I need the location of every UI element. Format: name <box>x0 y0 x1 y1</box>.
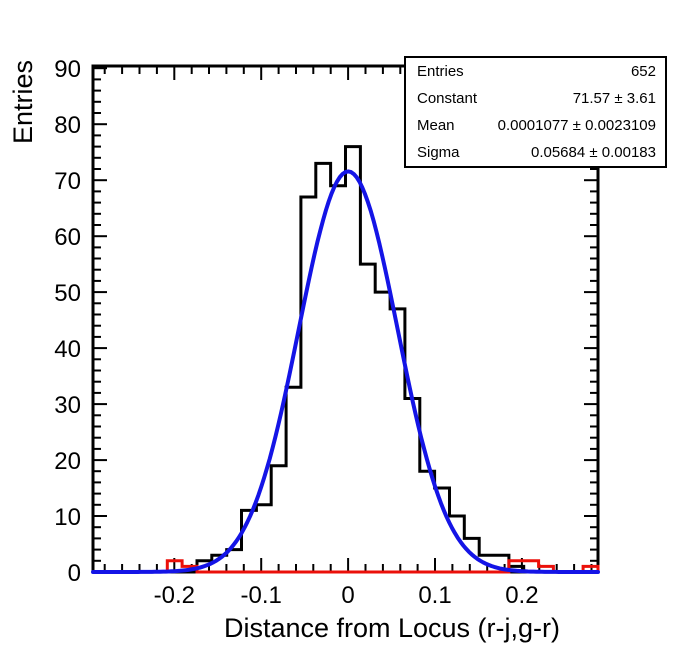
stats-value: 0.0001077 ± 0.0023109 <box>497 117 656 134</box>
x-tick-label: -0.2 <box>154 582 195 609</box>
y-tick-label: 50 <box>54 280 81 307</box>
stats-row: Mean 0.0001077 ± 0.0023109 <box>406 112 665 139</box>
stats-row: Sigma 0.05684 ± 0.00183 <box>406 139 665 166</box>
y-tick-label: 40 <box>54 336 81 363</box>
y-tick-label: 0 <box>68 560 81 587</box>
stats-label: Constant <box>417 90 478 107</box>
y-tick-label: 20 <box>54 448 81 475</box>
y-tick-label: 70 <box>54 168 81 195</box>
y-tick-label: 80 <box>54 112 81 139</box>
data-histogram-line <box>93 145 598 574</box>
y-tick-label: 60 <box>54 224 81 251</box>
stats-value: 0.05684 ± 0.00183 <box>530 144 656 161</box>
stats-label: Mean <box>417 117 455 134</box>
stats-box: Entries 652 Constant 71.57 ± 3.61 Mean 0… <box>404 56 667 168</box>
y-axis-title: Entries <box>8 60 38 145</box>
x-tick-label: 0.1 <box>418 582 451 609</box>
stats-row: Constant 71.57 ± 3.61 <box>406 85 665 112</box>
stats-row: Entries 652 <box>406 58 665 85</box>
y-tick-label: 30 <box>54 392 81 419</box>
outlier-histogram-line <box>93 559 600 574</box>
gaussian-fit-curve <box>91 169 600 574</box>
y-tick-label: 90 <box>54 56 81 83</box>
x-tick-label: -0.1 <box>241 582 282 609</box>
stats-value: 71.57 ± 3.61 <box>572 90 656 107</box>
x-tick-label: 0 <box>341 582 354 609</box>
stats-label: Entries <box>417 63 464 80</box>
stats-value: 652 <box>630 63 656 80</box>
stats-label: Sigma <box>417 144 460 161</box>
y-tick-label: 10 <box>54 504 81 531</box>
x-axis-title: Distance from Locus (r-j,g-r) <box>223 613 561 643</box>
x-tick-label: 0.2 <box>505 582 538 609</box>
